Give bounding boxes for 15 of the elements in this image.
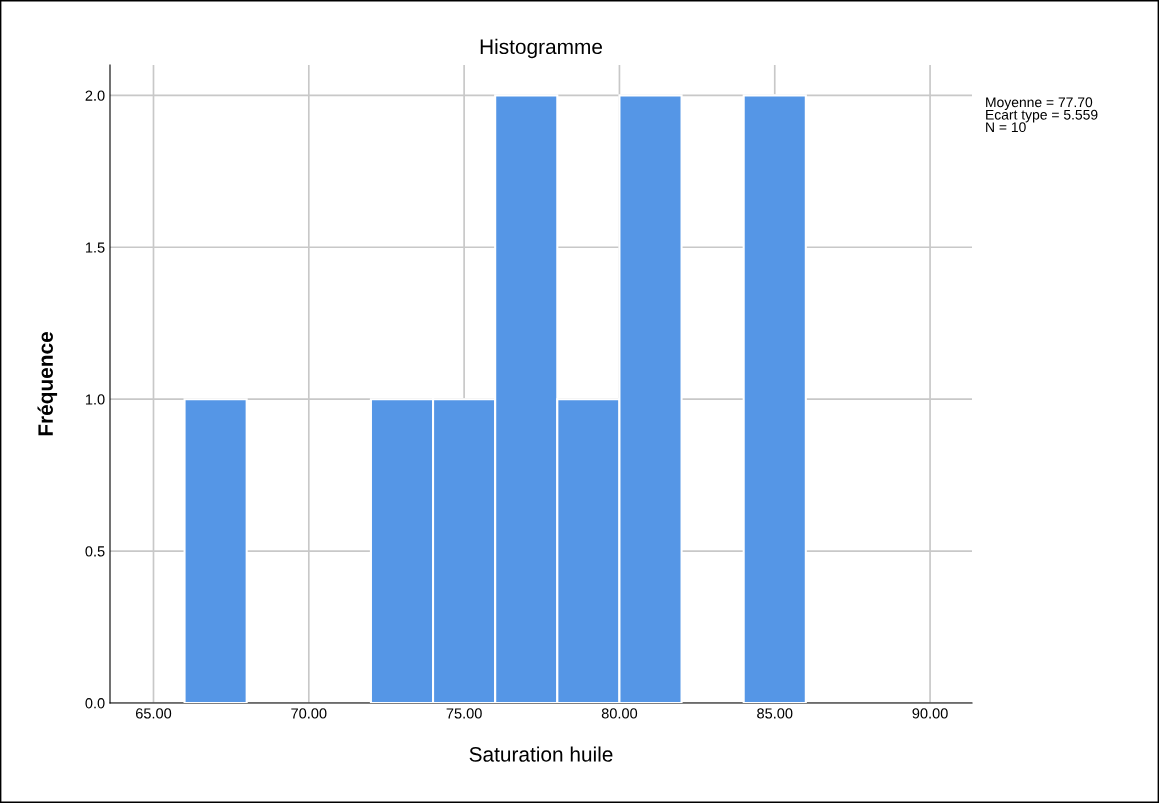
x-axis-title: Saturation huile [469, 746, 613, 762]
x-tick-label: 75.00 [446, 708, 482, 719]
y-tick-label: 1.0 [85, 394, 105, 405]
x-tick-label: 65.00 [135, 708, 172, 719]
x-tick-label: 85.00 [757, 708, 793, 719]
chart-title: Histogramme [480, 38, 603, 59]
y-axis-title: Fréquence [37, 332, 58, 436]
x-tick-label: 90.00 [912, 708, 948, 719]
text: Moyenne = 77.70 Ecart type = 5.559 N = 10 [986, 97, 1098, 133]
y-tick-label: 2.0 [85, 90, 105, 101]
y-tick-label: 1.5 [85, 242, 105, 253]
x-tick-label: 80.00 [601, 708, 638, 719]
y-tick-label: 0.0 [85, 698, 105, 709]
x-tick-label: 70.00 [291, 708, 327, 719]
y-tick-label: 0.5 [85, 546, 105, 557]
